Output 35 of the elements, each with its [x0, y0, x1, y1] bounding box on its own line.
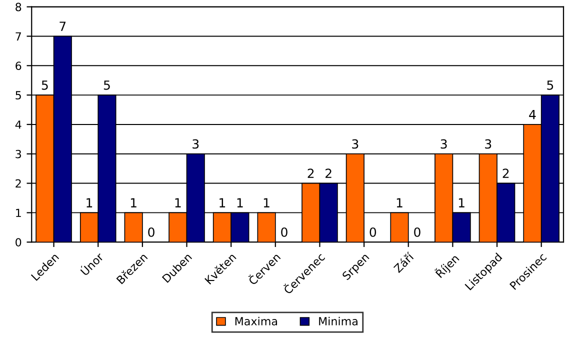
data-label: 1 [175, 198, 181, 208]
data-label: 7 [60, 22, 66, 31]
legend-label: Maxima [235, 316, 278, 326]
data-label: 1 [130, 198, 136, 208]
data-label: 0 [414, 227, 420, 237]
data-label: 0 [281, 227, 288, 237]
data-label: 1 [396, 198, 402, 208]
y-tick-label: 7 [16, 32, 21, 40]
data-label: 1 [237, 198, 243, 208]
data-label: 5 [104, 80, 110, 90]
y-tick-label: 0 [16, 238, 22, 246]
y-tick-label: 6 [16, 62, 22, 70]
data-label: 2 [326, 168, 332, 178]
data-label: 3 [192, 139, 199, 149]
y-tick-label: 5 [16, 91, 21, 100]
y-tick-label: 4 [15, 120, 22, 129]
y-tick-label: 2 [16, 179, 21, 188]
data-label: 1 [86, 198, 92, 208]
data-label: 0 [370, 227, 376, 237]
data-label: 1 [220, 198, 226, 208]
data-label: 3 [485, 139, 492, 149]
data-label: 3 [440, 139, 447, 149]
data-label: 3 [352, 139, 358, 149]
data-label: 4 [529, 110, 536, 120]
data-label: 5 [42, 80, 48, 90]
y-tick-label: 1 [16, 208, 21, 217]
data-label: 1 [458, 198, 464, 208]
data-label: 2 [502, 168, 509, 178]
data-label: 1 [264, 198, 270, 208]
y-tick-label: 3 [16, 150, 22, 158]
data-label: 0 [148, 227, 154, 237]
y-tick-label: 8 [16, 2, 22, 12]
data-label: 5 [547, 80, 554, 90]
data-label: 2 [308, 168, 314, 178]
legend-label: Minima [319, 316, 358, 326]
